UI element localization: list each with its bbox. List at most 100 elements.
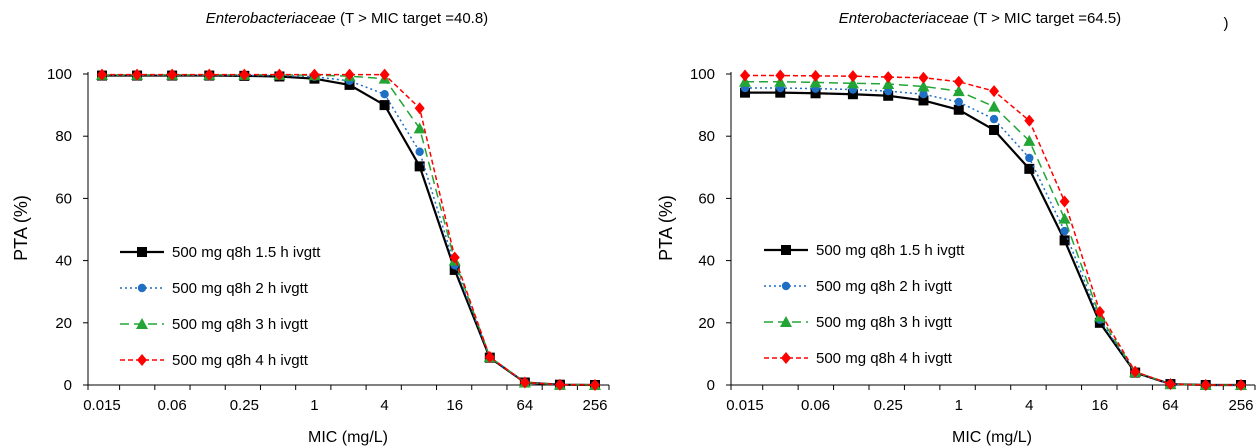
data-point [274,68,285,81]
series-line [102,74,596,386]
series-diamond [740,69,1246,391]
data-point [1024,163,1035,174]
y-tick-label: 20 [55,315,72,332]
data-point [952,85,965,97]
x-tick-label: 1 [310,397,318,414]
chart-title-italic: Enterobacteriaceae [206,10,336,27]
data-point [1200,379,1211,391]
data-point [989,114,999,124]
data-point [415,147,424,156]
chart-title-italic: Enterobacteriaceae [839,10,969,27]
data-point [204,68,215,81]
y-tick-label: 100 [47,66,72,83]
x-tick-label: 0.25 [874,397,903,414]
data-point [1130,365,1141,378]
legend-label: 500 mg q8h 4 h ivgtt [816,350,953,367]
y-axis-label: PTA (%) [11,195,31,261]
x-tick-label: 256 [1228,397,1253,414]
data-point [379,68,390,81]
x-tick-label: 0.06 [801,397,830,414]
data-point [1060,226,1069,236]
data-point [414,102,425,115]
stray-mark: ) [1224,15,1229,32]
data-point [1023,134,1036,146]
x-tick-label: 256 [582,397,607,414]
legend-label: 500 mg q8h 2 h ivgtt [172,280,309,297]
data-point [917,80,930,92]
legend: 500 mg q8h 1.5 h ivgtt 500 mg q8h 2 h ivg… [764,242,965,367]
x-tick-label: 64 [517,397,534,414]
chart-title: Enterobacteriaceae (T > MIC target =40.8… [206,10,488,27]
data-point [989,85,1000,98]
chart-title-rest: (T > MIC target =40.8) [336,10,488,27]
data-point [1058,212,1071,224]
legend-marker [781,352,791,364]
data-point [846,77,859,89]
data-point [988,100,1001,112]
legend-marker [781,281,791,291]
y-tick-label: 40 [55,253,72,270]
data-point [775,87,786,98]
data-point [847,70,858,83]
data-point [740,87,750,98]
chart-title: Enterobacteriaceae (T > MIC target =64.5… [839,10,1121,27]
x-tick-label: 16 [446,397,463,414]
data-point [590,379,600,391]
x-tick-label: 4 [1025,397,1033,414]
data-point [775,69,786,82]
data-point [344,68,355,81]
legend-label: 500 mg q8h 1.5 h ivgtt [172,244,321,261]
data-point [1165,378,1176,391]
data-point [449,264,460,275]
x-tick-label: 4 [380,397,388,414]
series-square [97,70,600,390]
legend-marker [780,316,792,327]
data-point [847,89,858,100]
data-point [882,77,895,89]
series-square [740,87,1246,390]
y-tick-label: 40 [698,253,715,270]
x-tick-label: 64 [1162,397,1179,414]
data-point [989,124,1000,135]
y-tick-label: 80 [55,128,72,145]
y-tick-label: 80 [698,128,715,145]
data-point [1094,305,1105,318]
x-axis-label: MIC (mg/L) [308,429,388,446]
y-tick-label: 100 [690,66,715,83]
legend-marker [137,283,147,293]
legend-marker [781,245,791,255]
data-point [1024,114,1035,127]
data-point [953,75,964,88]
data-point [1059,195,1070,208]
data-point [1025,153,1034,163]
data-point [379,100,390,111]
legend-label: 500 mg q8h 3 h ivgtt [816,314,953,331]
legend-marker [137,354,147,366]
x-axis-label: MIC (mg/L) [952,429,1032,446]
y-tick-label: 60 [55,190,72,207]
data-point [413,122,426,134]
data-point [918,71,929,84]
x-tick-label: 0.06 [158,397,187,414]
data-point [1059,235,1070,246]
chart-title-rest: (T > MIC target =64.5) [969,10,1121,27]
series-diamond [97,68,600,391]
data-point [414,161,425,172]
y-tick-label: 0 [64,377,72,394]
data-point [449,251,460,264]
data-point [883,90,894,101]
series-line [102,73,596,386]
legend-label: 500 mg q8h 4 h ivgtt [172,352,309,369]
data-point [918,95,929,106]
data-point [883,71,894,84]
series-line [745,91,1241,387]
data-point [519,376,530,389]
legend-label: 500 mg q8h 1.5 h ivgtt [816,242,965,259]
data-point [954,97,963,107]
chart-left: Enterobacteriaceae (T > MIC target =40.8… [11,10,610,446]
x-tick-label: 0.015 [83,397,121,414]
x-tick-label: 0.25 [230,397,259,414]
x-tick-label: 1 [955,397,963,414]
y-axis-label: PTA (%) [656,195,676,261]
data-point [380,90,389,99]
